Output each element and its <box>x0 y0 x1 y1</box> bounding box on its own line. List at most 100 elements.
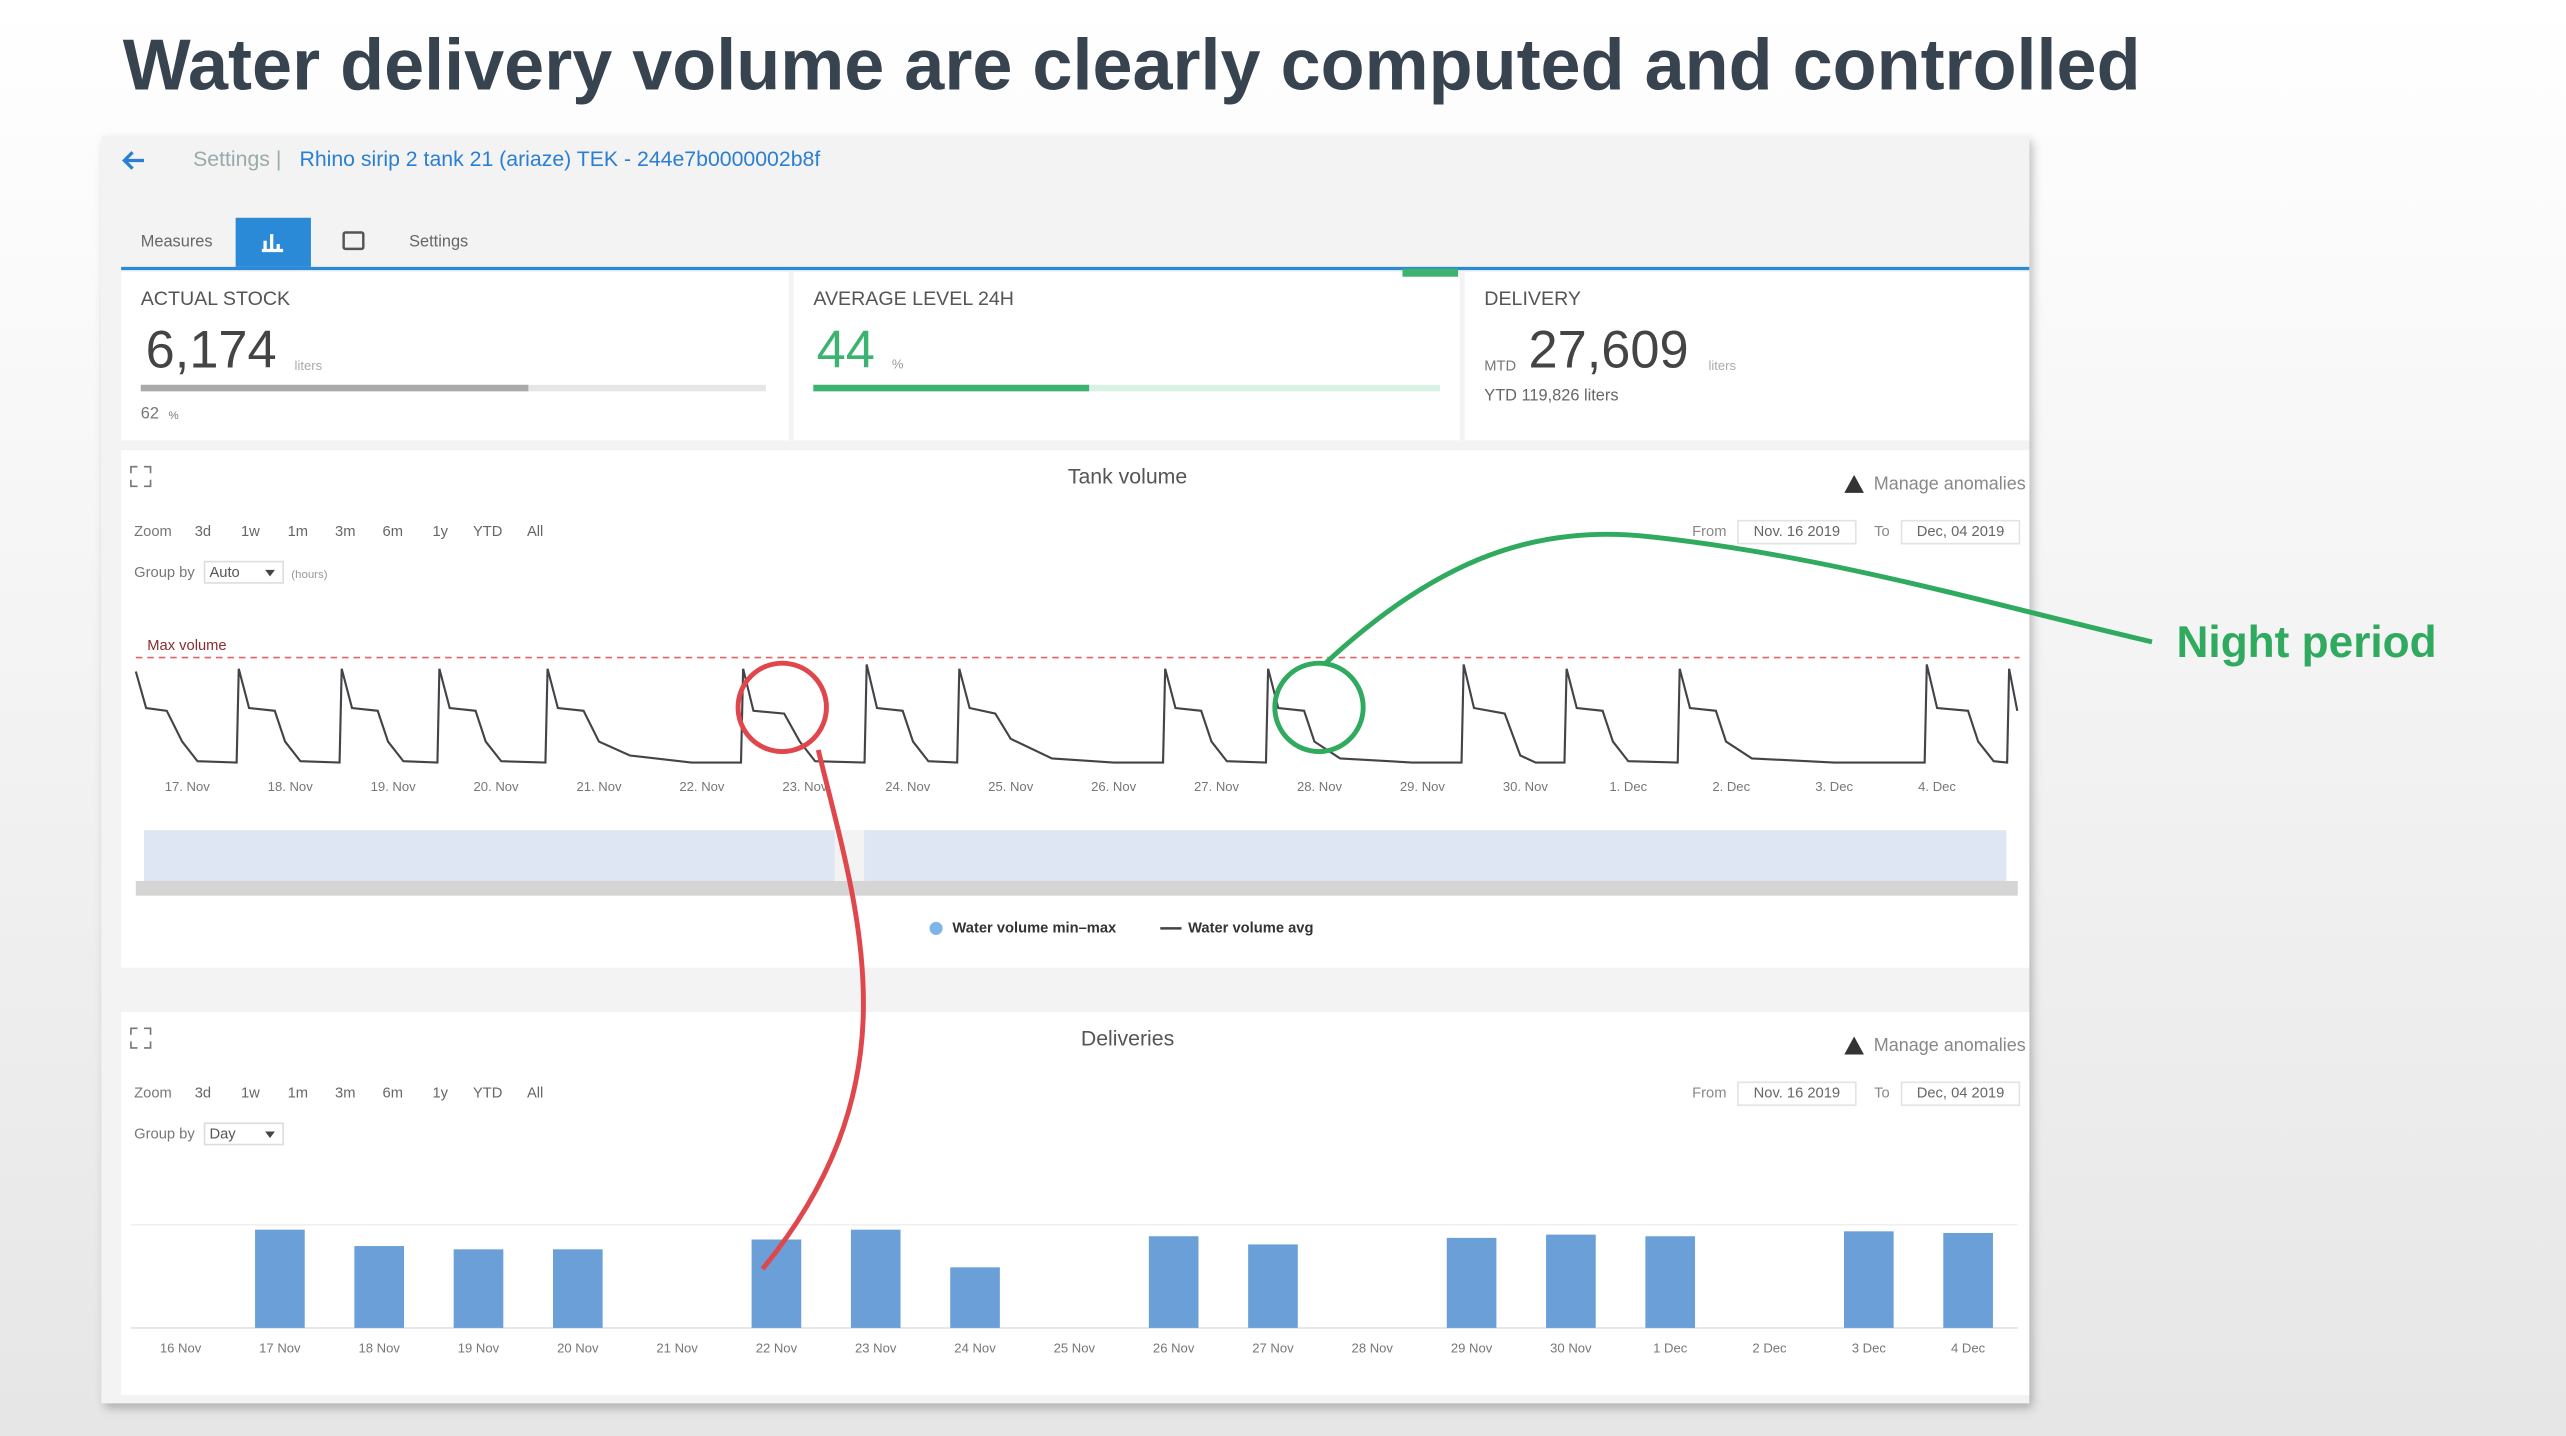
x-tick-label: 18. Nov <box>268 779 314 794</box>
group-value: Day <box>209 1127 236 1143</box>
from-value: Nov. 16 2019 <box>1754 1086 1840 1102</box>
x-tick-label: 20. Nov <box>474 779 520 794</box>
x-tick-label: 29. Nov <box>1400 779 1446 794</box>
x-tick-label: 2 Dec <box>1752 1341 1787 1356</box>
to-input[interactable] <box>1900 519 2021 545</box>
legend-marker <box>929 921 943 935</box>
manage-anomalies[interactable]: Manage anomalies <box>1874 473 2026 493</box>
bar <box>1546 1234 1596 1328</box>
kpi-unit: % <box>892 357 904 372</box>
to-label: To <box>1874 1086 1890 1102</box>
zoom-option[interactable]: 1y <box>432 524 448 540</box>
kpi-value: 6,174 <box>146 322 277 380</box>
x-tick-label: 25. Nov <box>988 779 1034 794</box>
x-tick-label: 2. Dec <box>1712 779 1750 794</box>
x-tick-label: 3 Dec <box>1852 1341 1887 1356</box>
group-select[interactable] <box>203 560 284 584</box>
highlight-circle <box>735 660 829 755</box>
expand-icon[interactable] <box>130 1027 152 1049</box>
kpi-value: 44 <box>817 322 875 380</box>
zoom-option[interactable]: 3d <box>195 1086 211 1102</box>
x-tick-label: 24 Nov <box>954 1341 996 1356</box>
charts: Manage anomalies Zoom 3d 1w 1m 3m 6m 1y YTD All Gr… <box>130 384 2026 1356</box>
kpi-card <box>1464 271 2030 441</box>
zoom-option[interactable]: 3m <box>335 1086 355 1102</box>
line-series <box>134 664 2019 764</box>
from-label: From <box>1692 524 1726 540</box>
x-tick-label: 27 Nov <box>1252 1341 1294 1356</box>
zoom-label: Zoom <box>134 1086 172 1102</box>
from-label: From <box>1692 1086 1726 1102</box>
x-tick-label: 24. Nov <box>885 779 931 794</box>
bar <box>453 1249 504 1328</box>
legend-label: Water volume avg <box>1188 920 1313 936</box>
x-tick-label: 22 Nov <box>756 1341 798 1356</box>
highlight-circle <box>1272 660 1366 755</box>
back-arrow[interactable] <box>122 151 145 170</box>
zoom-option[interactable]: YTD <box>473 1086 502 1102</box>
from-input[interactable] <box>1737 519 1857 545</box>
x-tick-label: 3. Dec <box>1815 779 1853 794</box>
x-tick-label: 17. Nov <box>165 779 211 794</box>
zoom-option[interactable]: 1m <box>288 524 308 540</box>
to-input[interactable] <box>1900 1081 2021 1107</box>
kpi-label: DELIVERY <box>1484 288 1581 310</box>
tab-notes[interactable] <box>342 231 365 251</box>
chart-title: Tank volume <box>1068 465 1187 489</box>
x-tick-label: 18 Nov <box>358 1341 400 1356</box>
annotation: Night period <box>2177 618 2437 667</box>
from-value: Nov. 16 2019 <box>1754 524 1840 540</box>
zoom-option[interactable]: 6m <box>383 1086 403 1102</box>
zoom-option[interactable]: 3m <box>335 524 355 540</box>
zoom-option[interactable]: YTD <box>473 524 502 540</box>
progress-fill <box>813 384 1090 392</box>
tab-settings[interactable]: Settings <box>409 233 468 251</box>
bar <box>950 1267 1000 1328</box>
kpi-percent-unit: % <box>169 410 179 422</box>
zoom-option[interactable]: 1w <box>241 524 260 540</box>
warning-icon <box>1844 1036 1864 1055</box>
kpi-prefix: MTD <box>1484 359 1516 375</box>
x-tick-label: 28. Nov <box>1297 779 1343 794</box>
breadcrumb-settings[interactable]: Settings | <box>193 147 281 171</box>
x-tick-label: 16 Nov <box>160 1341 202 1356</box>
chart-icon <box>261 234 284 253</box>
zoom-option[interactable]: All <box>527 524 543 540</box>
zoom-option[interactable]: 1y <box>432 1086 448 1102</box>
x-tick-label: 29 Nov <box>1451 1341 1493 1356</box>
zoom-option[interactable]: All <box>527 1086 543 1102</box>
x-tick-label: 4 Dec <box>1951 1341 1986 1356</box>
expand-icon[interactable] <box>130 465 152 488</box>
x-tick-label: 17 Nov <box>259 1341 301 1356</box>
chart-title: Deliveries <box>1081 1026 1174 1050</box>
group-label: Group by <box>134 565 195 581</box>
zoom-option[interactable]: 6m <box>383 524 403 540</box>
navigator-scrollbar[interactable] <box>135 880 2018 896</box>
x-tick-label: 30. Nov <box>1503 779 1549 794</box>
x-tick-label: 4. Dec <box>1918 779 1956 794</box>
x-tick-label: 1 Dec <box>1653 1341 1688 1356</box>
to-value: Dec, 04 2019 <box>1917 1086 2005 1102</box>
x-tick-label: 21 Nov <box>656 1341 698 1356</box>
manage-anomalies[interactable]: Manage anomalies <box>1874 1035 2026 1055</box>
zoom-option[interactable]: 1w <box>241 1086 260 1102</box>
group-unit: (hours) <box>291 569 327 581</box>
x-tick-label: 20 Nov <box>557 1341 599 1356</box>
panel <box>121 1011 2030 1396</box>
progress-fill <box>140 384 529 392</box>
tab-measures[interactable]: Measures <box>141 233 213 251</box>
bar <box>1148 1236 1199 1328</box>
group-select[interactable] <box>203 1122 284 1146</box>
kpi-unit: liters <box>295 358 323 373</box>
zoom-option[interactable]: 1m <box>288 1086 308 1102</box>
zoom-option[interactable]: 3d <box>195 524 211 540</box>
bar <box>1843 1231 1894 1328</box>
connector <box>1323 531 2153 665</box>
breadcrumb-device: Rhino sirip 2 tank 21 (ariaze) TEK - 244… <box>299 147 820 171</box>
kpi-card <box>793 271 1460 441</box>
bar <box>1446 1237 1497 1328</box>
from-input[interactable] <box>1737 1081 1857 1107</box>
to-label: To <box>1874 524 1890 540</box>
bar <box>354 1246 405 1328</box>
